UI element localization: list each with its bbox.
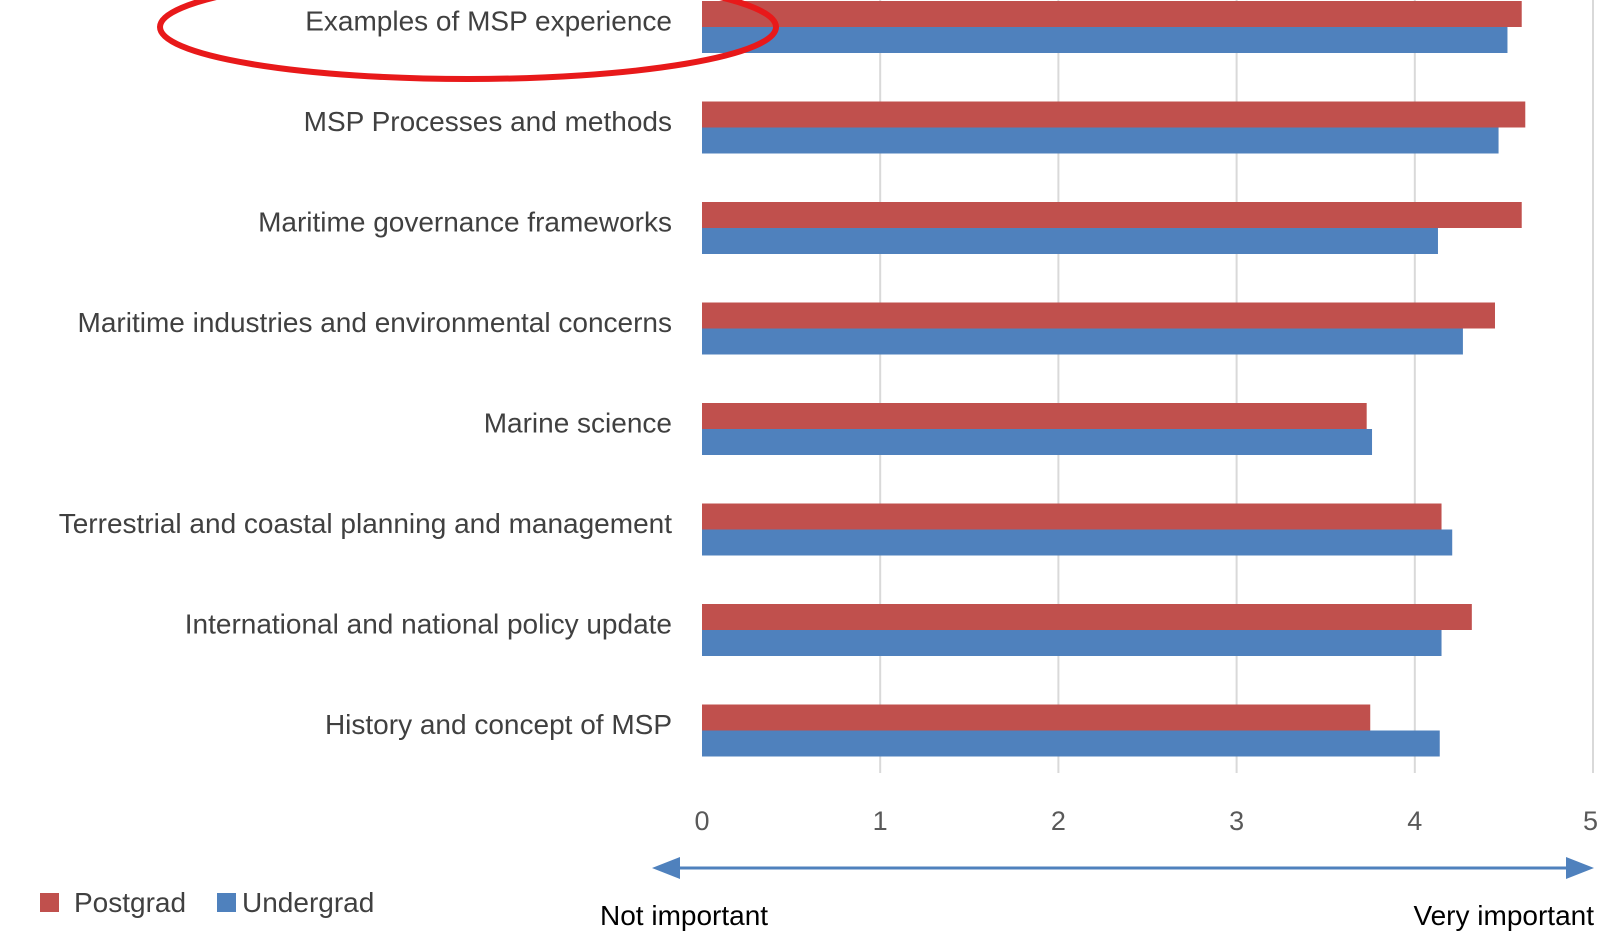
legend-swatch-undergrad: [217, 893, 236, 912]
x-tick-label-4: 4: [1407, 806, 1422, 836]
scale-arrow-right-head: [1566, 857, 1594, 879]
category-label-history-and-concept-of-msp: History and concept of MSP: [325, 709, 672, 740]
bar-undergrad-terrestrial-and-coastal-planning-and-management: [702, 529, 1453, 556]
bar-undergrad-maritime-industries-and-environmental-concerns: [702, 328, 1463, 355]
legend: Postgrad Undergrad: [40, 887, 374, 918]
bar-postgrad-international-and-national-policy-update: [702, 604, 1472, 630]
x-tick-label-1: 1: [873, 806, 888, 836]
highlight-ellipse: [157, 0, 779, 82]
category-label-international-and-national-policy-update: International and national policy update: [185, 608, 672, 639]
category-label-msp-processes-and-methods: MSP Processes and methods: [304, 106, 672, 137]
bar-postgrad-terrestrial-and-coastal-planning-and-management: [702, 503, 1442, 530]
scale-label-high: Very important: [1413, 900, 1594, 931]
x-tick-labels: 0 1 2 3 4 5: [694, 806, 1598, 836]
legend-label-undergrad: Undergrad: [242, 887, 374, 918]
category-label-maritime-governance-frameworks: Maritime governance frameworks: [258, 206, 672, 237]
bar-postgrad-marine-science: [702, 403, 1367, 429]
category-label-terrestrial-and-coastal-planning-and-management: Terrestrial and coastal planning and man…: [59, 508, 672, 539]
x-tick-label-5: 5: [1583, 806, 1598, 836]
x-tick-label-2: 2: [1051, 806, 1066, 836]
bar-postgrad-maritime-industries-and-environmental-concerns: [702, 302, 1495, 329]
bar-undergrad-history-and-concept-of-msp: [702, 730, 1440, 757]
bars: [702, 1, 1526, 757]
legend-swatch-postgrad: [40, 893, 59, 912]
scale-arrow-left-head: [652, 857, 680, 879]
bar-undergrad-msp-processes-and-methods: [702, 127, 1499, 154]
bar-undergrad-maritime-governance-frameworks: [702, 228, 1438, 254]
bar-postgrad-history-and-concept-of-msp: [702, 704, 1371, 731]
scale-label-low: Not important: [600, 900, 768, 931]
category-label-maritime-industries-and-environmental-concerns: Maritime industries and environmental co…: [78, 307, 673, 338]
category-label-marine-science: Marine science: [484, 407, 672, 438]
legend-label-postgrad: Postgrad: [74, 887, 186, 918]
bar-undergrad-international-and-national-policy-update: [702, 630, 1442, 656]
bar-undergrad-examples-of-msp-experience: [702, 27, 1508, 53]
x-tick-label-0: 0: [694, 806, 709, 836]
importance-scale: Not important Very important: [600, 857, 1594, 931]
bar-postgrad-maritime-governance-frameworks: [702, 202, 1522, 228]
category-label-examples-of-msp-experience: Examples of MSP experience: [305, 5, 672, 36]
bar-undergrad-marine-science: [702, 429, 1373, 455]
category-labels: Examples of MSP experience MSP Processes …: [59, 5, 672, 740]
x-tick-label-3: 3: [1229, 806, 1244, 836]
bar-postgrad-msp-processes-and-methods: [702, 101, 1526, 128]
bar-postgrad-examples-of-msp-experience: [702, 1, 1522, 27]
